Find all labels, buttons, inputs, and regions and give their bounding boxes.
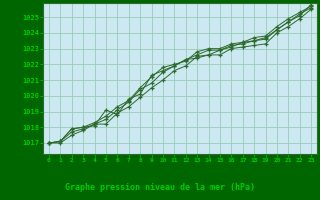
Text: Graphe pression niveau de la mer (hPa): Graphe pression niveau de la mer (hPa) xyxy=(65,183,255,192)
